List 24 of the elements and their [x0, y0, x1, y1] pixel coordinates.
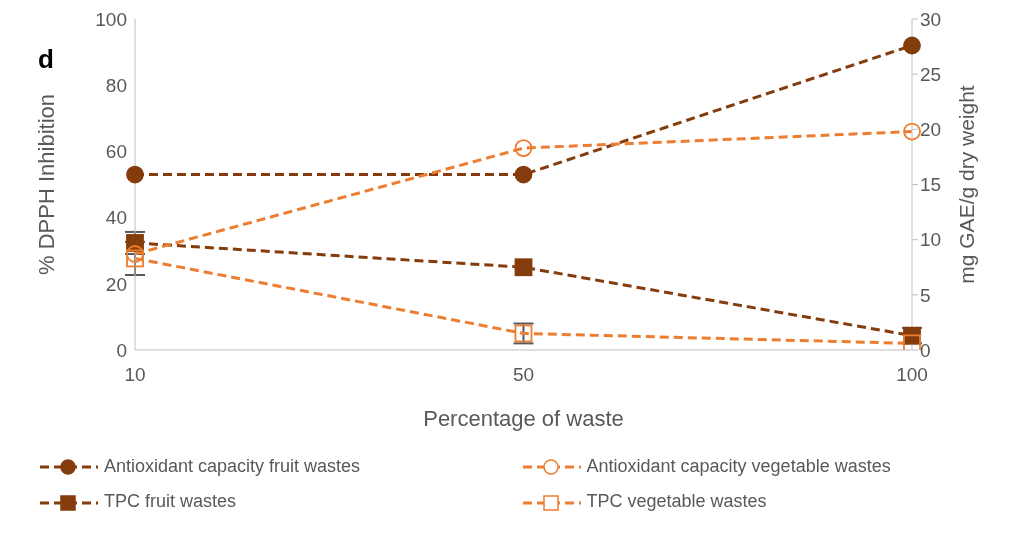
y2-tick-label: 0: [920, 339, 931, 361]
y2-tick-label: 5: [920, 284, 931, 306]
legend-label: Antioxidant capacity vegetable wastes: [586, 456, 891, 476]
y-tick-label: 80: [105, 74, 127, 96]
x-tick-label: 50: [512, 364, 535, 386]
x-tick-label: 100: [896, 364, 928, 386]
y-tick-label: 20: [105, 273, 127, 295]
text: d: [38, 44, 54, 75]
legend-label: TPC vegetable wastes: [586, 491, 767, 512]
y2-tick-label: 15: [920, 174, 942, 196]
y2-tick-label: 25: [920, 63, 942, 85]
y2-axis-title: mg GAE/g dry weight: [955, 85, 979, 284]
x-tick-label: 10: [124, 364, 146, 386]
y2-tick-label: 10: [920, 229, 942, 251]
y-axis-title: % DPPH Inhibition: [33, 94, 59, 275]
y2-tick-label: 30: [920, 8, 942, 30]
y-tick-label: 0: [116, 339, 127, 361]
y2-tick-label: 20: [920, 119, 942, 141]
y-tick-label: 60: [105, 141, 127, 163]
legend-label: TPC fruit wastes: [104, 491, 237, 512]
x-axis-title: Percentage of waste: [423, 406, 624, 431]
legend-label: Antioxidant capacity fruit wastes: [104, 456, 361, 476]
y-tick-label: 40: [105, 207, 127, 229]
y-tick-label: 100: [95, 8, 127, 30]
